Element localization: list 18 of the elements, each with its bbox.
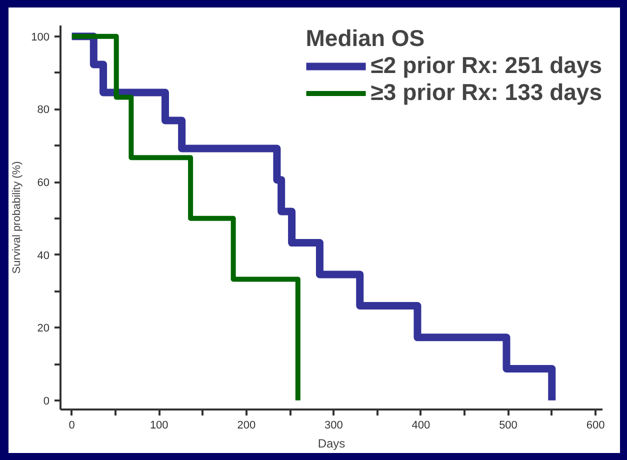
y-tick-label: 40 — [37, 250, 50, 262]
legend-title: Median OS — [306, 25, 426, 52]
y-tick-label: 100 — [31, 31, 50, 44]
x-axis-title: Days — [318, 436, 346, 450]
x-tick-label: 200 — [237, 420, 256, 432]
y-axis-title: Survival probability (%) — [11, 161, 24, 274]
y-tick-label: 0 — [43, 395, 50, 408]
x-tick-label: 100 — [150, 420, 168, 432]
y-tick-label: 80 — [37, 104, 50, 116]
y-tick-label: 20 — [37, 322, 50, 335]
legend-label: ≤2 prior Rx: 251 days — [370, 52, 602, 79]
x-tick-label: 300 — [324, 420, 343, 432]
x-tick-label: 500 — [499, 420, 518, 432]
x-tick-label: 600 — [586, 420, 605, 432]
legend-label: ≥3 prior Rx: 133 days — [370, 79, 602, 106]
x-tick-label: 400 — [412, 420, 430, 432]
x-tick-label: 0 — [68, 420, 75, 432]
y-tick-label: 60 — [37, 177, 50, 190]
